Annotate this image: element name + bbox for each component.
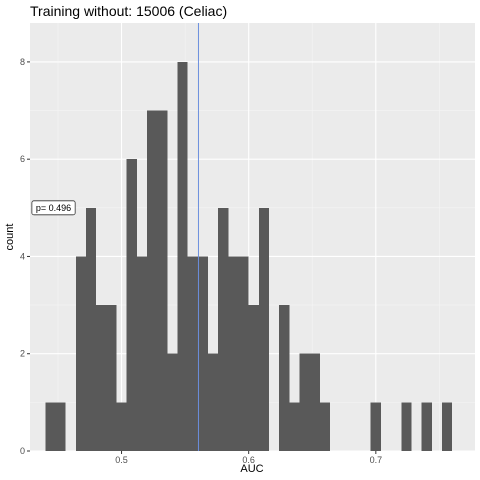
histogram-bar-22 xyxy=(289,402,300,451)
histogram-bar-14 xyxy=(197,256,208,451)
histogram-bar-29 xyxy=(441,402,453,451)
annotation-box xyxy=(31,200,76,216)
histogram-bar-4 xyxy=(96,305,107,451)
histogram-bar-3 xyxy=(85,207,97,451)
y-tick-label-3: 6 xyxy=(20,154,25,164)
histogram-bar-2 xyxy=(75,256,86,451)
x-tick-label-1: 0.6 xyxy=(242,455,255,465)
x-axis-title: AUC xyxy=(240,463,263,475)
histogram-bar-25 xyxy=(319,402,331,451)
x-axis-ticks: 0.5 0.6 0.7 xyxy=(115,451,382,465)
histogram-bar-20 xyxy=(258,207,270,451)
x-tick-label-0: 0.5 xyxy=(115,455,128,465)
histogram-bar-17 xyxy=(228,256,239,451)
y-axis-ticks: 0 2 4 6 8 xyxy=(20,57,30,456)
histogram-bar-0 xyxy=(45,402,56,451)
y-tick-label-2: 4 xyxy=(20,251,25,261)
histogram-bar-18 xyxy=(238,256,249,451)
chart-title: Training without: 15006 (Celiac) xyxy=(30,3,227,19)
histogram-bar-28 xyxy=(421,402,432,451)
histogram-bar-7 xyxy=(126,159,137,451)
histogram-bar-10 xyxy=(157,110,168,451)
y-tick-label-0: 0 xyxy=(20,446,25,456)
histogram-bar-16 xyxy=(218,207,229,451)
histogram-bar-12 xyxy=(177,61,188,452)
histogram-bar-5 xyxy=(106,305,117,451)
histogram-bars xyxy=(45,61,453,452)
x-tick-label-2: 0.7 xyxy=(370,455,383,465)
y-axis-title: count xyxy=(4,224,16,251)
histogram-bar-23 xyxy=(299,353,310,451)
y-tick-label-4: 8 xyxy=(20,57,25,67)
histogram-bar-19 xyxy=(248,305,259,451)
annotation-label: p= 0.496 xyxy=(36,203,71,213)
histogram-bar-13 xyxy=(187,256,198,451)
histogram-bar-27 xyxy=(401,402,412,451)
histogram-bar-9 xyxy=(146,110,158,451)
histogram-bar-26 xyxy=(370,402,381,451)
histogram-bar-15 xyxy=(208,353,219,451)
p-value-annotation: p= 0.496 xyxy=(31,200,76,216)
histogram-bar-6 xyxy=(116,402,127,451)
histogram-bar-21 xyxy=(279,305,290,451)
y-tick-label-1: 2 xyxy=(20,349,25,359)
histogram-bar-24 xyxy=(309,353,320,451)
histogram-bar-1 xyxy=(55,402,66,451)
histogram-bar-11 xyxy=(167,353,178,451)
histogram-bar-8 xyxy=(136,256,147,451)
